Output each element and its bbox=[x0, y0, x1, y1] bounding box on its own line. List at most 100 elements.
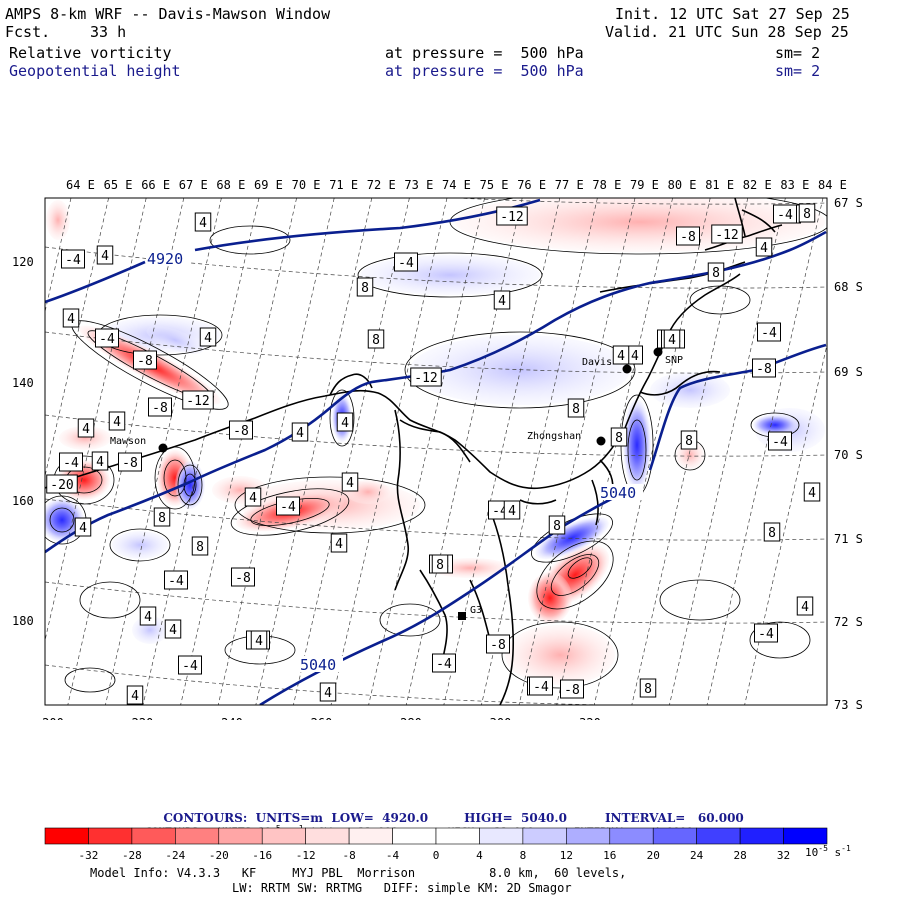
init-time: Init. 12 UTC Sat 27 Sep 25 bbox=[615, 5, 850, 23]
vorticity-value-label: -8 bbox=[148, 397, 172, 417]
svg-text:8: 8 bbox=[436, 558, 444, 573]
latitude-label: 70 S bbox=[834, 448, 863, 462]
longitude-gridline bbox=[217, 198, 335, 705]
longitude-gridline bbox=[481, 198, 598, 705]
vorticity-value-label: -4 bbox=[432, 653, 456, 673]
y-grid-labels: 120 140 160 180 bbox=[12, 255, 34, 628]
map-panel: 4920 5040 5040 4 -12 -8 -12 -8 -4 4 -4 4 8 4 8 4 -4 -8… bbox=[12, 178, 863, 720]
longitude-labels: 64 E 65 E 66 E 67 E 68 E 69 E 70 E 71 E 72 E 73 E… bbox=[66, 178, 847, 192]
svg-text:-4: -4 bbox=[182, 659, 198, 674]
station-dot-icon bbox=[158, 443, 168, 453]
svg-text:-4: -4 bbox=[758, 627, 774, 642]
vorticity-value-label: 8 bbox=[707, 262, 725, 282]
vort-min-blue-west bbox=[45, 498, 84, 542]
longitude-gridline bbox=[142, 198, 260, 705]
colorbar-tick-label: -16 bbox=[252, 849, 272, 862]
vorticity-value-label: 4 bbox=[755, 237, 773, 257]
lambert-glacier-edge bbox=[489, 509, 514, 705]
field1-smoothing: sm= 2 bbox=[775, 44, 821, 62]
map-frame bbox=[44, 197, 828, 706]
colorbar-tick-label: 28 bbox=[733, 849, 746, 862]
x-grid-label: 280 bbox=[400, 716, 422, 720]
colorbar-tick-label: -20 bbox=[209, 849, 229, 862]
station-mawson: Mawson bbox=[110, 436, 146, 447]
longitude-label: 78 E bbox=[592, 178, 621, 192]
vorticity-value-label: -8 bbox=[676, 226, 700, 246]
longitude-gridline bbox=[744, 343, 827, 705]
vorticity-value-label: 4 bbox=[319, 682, 337, 702]
svg-text:-12: -12 bbox=[715, 228, 738, 243]
height-contour-4920-west bbox=[45, 260, 146, 304]
vorticity-value-label: 8 bbox=[431, 554, 449, 574]
colorbar-bin bbox=[479, 827, 524, 845]
svg-text:-4: -4 bbox=[99, 332, 115, 347]
svg-text:-4: -4 bbox=[436, 657, 452, 672]
y-grid-label: 180 bbox=[12, 614, 34, 628]
longitude-label: 81 E bbox=[705, 178, 734, 192]
svg-text:4: 4 bbox=[668, 333, 676, 348]
svg-text:4: 4 bbox=[341, 416, 349, 431]
field1-pressure: at pressure = 500 hPa bbox=[385, 44, 584, 62]
vorticity-value-label: -8 bbox=[118, 452, 142, 472]
longitude-gridline bbox=[180, 198, 297, 705]
colorbar-tick-label: 20 bbox=[647, 849, 660, 862]
latitude-label: 73 S bbox=[834, 698, 863, 712]
vorticity-value-label: 4 bbox=[503, 500, 521, 520]
vorticity-value-label: -8 bbox=[133, 350, 157, 370]
svg-text:-8: -8 bbox=[564, 683, 580, 698]
latitude-gridline bbox=[45, 664, 827, 705]
colorbar-bin bbox=[88, 827, 133, 845]
svg-text:-4: -4 bbox=[63, 456, 79, 471]
x-grid-label: 200 bbox=[42, 716, 64, 720]
vorticity-value-label: -12 bbox=[182, 390, 214, 410]
longitude-label: 69 E bbox=[254, 178, 283, 192]
colorbar-tick-label: 32 bbox=[777, 849, 790, 862]
vorticity-value-label: 4 bbox=[62, 308, 80, 328]
vorticity-value-label: -4 bbox=[61, 249, 85, 269]
vorticity-shading bbox=[45, 198, 825, 685]
station-square-icon bbox=[458, 612, 466, 620]
colorbar-bin bbox=[783, 827, 828, 845]
longitude-label: 83 E bbox=[780, 178, 809, 192]
vorticity-value-label: -12 bbox=[496, 206, 528, 226]
colorbar-tick-label: -32 bbox=[79, 849, 99, 862]
svg-text:-4: -4 bbox=[772, 435, 788, 450]
vorticity-value-label: 4 bbox=[164, 619, 182, 639]
station-dot-icon bbox=[622, 364, 632, 374]
longitude-label: 72 E bbox=[367, 178, 396, 192]
x-grid-label: 240 bbox=[221, 716, 243, 720]
latitude-gridline bbox=[45, 414, 827, 457]
svg-text:-4: -4 bbox=[398, 256, 414, 271]
svg-text:8: 8 bbox=[685, 434, 693, 449]
svg-text:-8: -8 bbox=[756, 362, 772, 377]
svg-text:-20: -20 bbox=[50, 478, 73, 493]
vorticity-value-label: 4 bbox=[796, 596, 814, 616]
svg-text:-12: -12 bbox=[186, 394, 209, 409]
vorticity-value-label: -8 bbox=[229, 420, 253, 440]
longitude-label: 77 E bbox=[555, 178, 584, 192]
vort-blue-southwest bbox=[112, 531, 168, 559]
height-labels: 4920 5040 5040 bbox=[146, 250, 643, 674]
longitude-label: 79 E bbox=[630, 178, 659, 192]
svg-text:8: 8 bbox=[615, 431, 623, 446]
svg-text:4: 4 bbox=[67, 312, 75, 327]
vorticity-value-label: 4 bbox=[74, 517, 92, 537]
forecast-hour: 33 h bbox=[90, 23, 127, 41]
longitude-gridline bbox=[706, 198, 824, 705]
svg-text:4: 4 bbox=[801, 600, 809, 615]
vorticity-value-label: 8 bbox=[567, 398, 585, 418]
vorticity-value-label: 4 bbox=[91, 451, 109, 471]
vorticity-value-label: 4 bbox=[803, 482, 821, 502]
longitude-gridline bbox=[669, 198, 786, 705]
latitude-label: 72 S bbox=[834, 615, 863, 629]
svg-text:4: 4 bbox=[808, 486, 816, 501]
vorticity-value-label: 8 bbox=[798, 203, 816, 223]
longitude-label: 84 E bbox=[818, 178, 847, 192]
svg-text:4: 4 bbox=[101, 249, 109, 264]
svg-text:4: 4 bbox=[255, 634, 263, 649]
svg-text:-12: -12 bbox=[414, 371, 437, 386]
vorticity-value-label: 8 bbox=[367, 329, 385, 349]
station-g3: G3 bbox=[470, 605, 482, 616]
longitude-label: 65 E bbox=[104, 178, 133, 192]
vorticity-value-label: 4 bbox=[341, 472, 359, 492]
